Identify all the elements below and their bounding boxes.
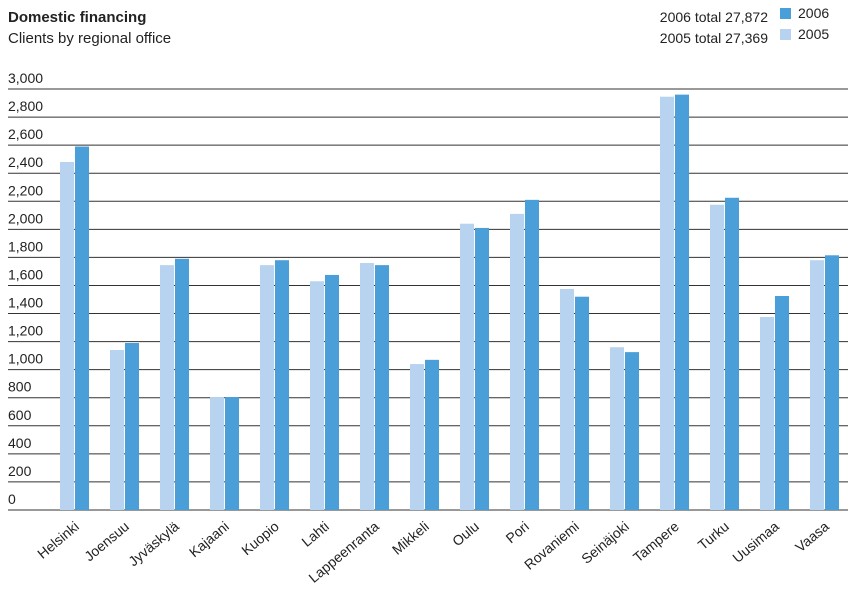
bar <box>475 227 489 510</box>
bar <box>260 265 274 510</box>
bar <box>125 343 139 510</box>
bar <box>410 364 424 510</box>
y-tick-label: 1,600 <box>8 266 43 282</box>
bar <box>310 281 324 510</box>
bar <box>725 197 739 510</box>
y-tick-label: 1,800 <box>8 238 43 254</box>
annotation: 2006 total 27,872 <box>660 9 768 25</box>
x-tick-label: Kuopio <box>238 518 282 558</box>
legend-swatch <box>780 29 791 40</box>
x-tick-label: Seinäjoki <box>578 518 632 567</box>
y-tick-label: 2,000 <box>8 210 43 226</box>
x-tick-label: Turku <box>695 518 732 553</box>
x-tick-label: Jyväskylä <box>125 518 182 569</box>
bar <box>75 146 89 510</box>
y-tick-label: 800 <box>8 379 32 395</box>
bar <box>810 260 824 510</box>
bar <box>610 347 624 510</box>
x-tick-label: Mikkeli <box>389 518 432 558</box>
bar <box>325 274 339 510</box>
legend-label: 2005 <box>798 26 829 42</box>
bar <box>825 255 839 510</box>
bar <box>425 359 439 510</box>
y-tick-label: 400 <box>8 435 32 451</box>
y-tick-label: 600 <box>8 407 32 423</box>
bar <box>775 295 789 510</box>
bar <box>575 296 589 510</box>
bar <box>360 263 374 510</box>
bar <box>160 265 174 510</box>
y-tick-label: 2,600 <box>8 126 43 142</box>
x-tick-label: Oulu <box>449 518 482 549</box>
y-tick-label: 2,800 <box>8 98 43 114</box>
x-tick-label: Tampere <box>630 518 682 565</box>
x-tick-label: Helsinki <box>34 518 82 562</box>
bar <box>60 161 74 510</box>
y-tick-label: 1,200 <box>8 323 43 339</box>
bar <box>225 397 239 510</box>
y-tick-label: 1,000 <box>8 351 43 367</box>
bar <box>625 352 639 510</box>
bar <box>525 199 539 510</box>
bar <box>210 397 224 510</box>
y-tick-label: 2,200 <box>8 182 43 198</box>
chart-subtitle: Clients by regional office <box>8 30 171 47</box>
x-tick-label: Kajaani <box>186 518 232 560</box>
bar <box>110 350 124 510</box>
x-tick-label: Lahti <box>298 518 332 550</box>
x-tick-label: Pori <box>503 518 532 546</box>
bar <box>560 288 574 510</box>
y-tick-label: 2,400 <box>8 154 43 170</box>
bar <box>175 258 189 510</box>
x-tick-label: Uusimaa <box>729 518 782 566</box>
bar <box>275 260 289 510</box>
y-tick-label: 1,400 <box>8 295 43 311</box>
x-tick-label: Vaasa <box>792 518 832 555</box>
legend-label: 2006 <box>798 5 829 21</box>
legend-swatch <box>780 8 791 19</box>
bar <box>710 204 724 510</box>
bar <box>460 223 474 510</box>
bar <box>675 94 689 510</box>
bar <box>375 265 389 510</box>
bar <box>760 317 774 510</box>
y-tick-label: 3,000 <box>8 70 43 86</box>
x-tick-label: Rovaniemi <box>521 518 582 573</box>
y-tick-label: 200 <box>8 463 32 479</box>
chart-title: Domestic financing <box>8 9 146 26</box>
bar <box>510 213 524 510</box>
bar <box>660 96 674 511</box>
y-tick-label: 0 <box>8 491 16 507</box>
annotation: 2005 total 27,369 <box>660 30 768 46</box>
